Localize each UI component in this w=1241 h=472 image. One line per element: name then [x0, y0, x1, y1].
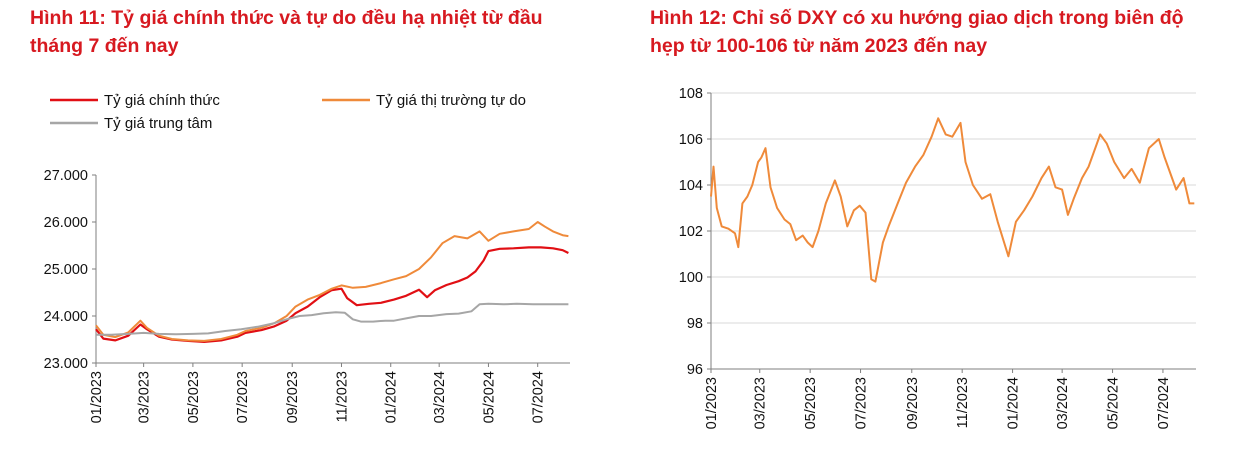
x-tick-label: 07/2024 [1156, 377, 1172, 429]
dxy-figure: Hình 12: Chỉ số DXY có xu hướng giao dịc… [640, 0, 1241, 472]
x-tick-label: 05/2024 [481, 371, 497, 423]
x-tick-label: 05/2023 [186, 371, 202, 423]
y-tick-label: 104 [679, 178, 703, 194]
y-tick-label: 24.000 [44, 309, 88, 325]
y-tick-label: 98 [687, 316, 703, 332]
y-tick-label: 106 [679, 132, 703, 148]
y-tick-label: 100 [679, 270, 703, 286]
legend-label: Tỷ giá chính thức [104, 92, 220, 109]
y-tick-label: 96 [687, 362, 703, 378]
x-tick-label: 09/2023 [905, 377, 921, 429]
y-tick-label: 27.000 [44, 168, 88, 184]
y-tick-label: 108 [679, 86, 703, 102]
series-line [710, 117, 1195, 283]
x-tick-label: 03/2024 [1055, 377, 1071, 429]
exchange-rate-chart-title: Hình 11: Tỷ giá chính thức và tự do đều … [30, 4, 543, 60]
x-tick-label: 03/2023 [137, 371, 153, 423]
y-tick-label: 25.000 [44, 262, 88, 278]
x-tick-label: 01/2023 [89, 371, 105, 423]
dxy-chart-title: Hình 12: Chỉ số DXY có xu hướng giao dịc… [650, 4, 1184, 60]
y-tick-label: 102 [679, 224, 703, 240]
x-tick-label: 01/2023 [704, 377, 720, 429]
x-tick-label: 03/2024 [432, 371, 448, 423]
x-tick-label: 11/2023 [955, 377, 971, 428]
x-tick-label: 01/2024 [1006, 377, 1022, 429]
x-tick-label: 05/2023 [803, 377, 819, 429]
series-line [95, 246, 569, 343]
x-tick-label: 07/2023 [235, 371, 251, 423]
x-tick-label: 01/2024 [384, 371, 400, 423]
exchange-rate-chart: 23.000 24.000 25.000 26.000 27.000 01/2023 03/… [44, 92, 570, 423]
x-tick-label: 07/2023 [854, 377, 870, 429]
series-line [95, 221, 569, 342]
title-line-2: tháng 7 đến nay [30, 35, 179, 57]
dxy-chart: 96 98 100 102 104 106 108 01/2023 03/2023 05/2023… [679, 86, 1196, 429]
x-tick-label: 11/2023 [334, 371, 350, 422]
x-tick-label: 07/2024 [531, 371, 547, 423]
exchange-rate-figure: Hình 11: Tỷ giá chính thức và tự do đều … [0, 0, 620, 472]
series-line [96, 302, 569, 336]
x-tick-label: 05/2024 [1106, 377, 1122, 429]
legend-label: Tỷ giá thị trường tự do [376, 92, 526, 109]
title-line-1: Hình 11: Tỷ giá chính thức và tự do đều … [30, 7, 543, 29]
title-line-2: hẹp từ 100-106 từ năm 2023 đến nay [650, 35, 988, 57]
legend-label: Tỷ giá trung tâm [104, 115, 212, 132]
x-tick-label: 09/2023 [285, 371, 301, 423]
x-tick-label: 03/2023 [753, 377, 769, 429]
title-line-1: Hình 12: Chỉ số DXY có xu hướng giao dịc… [650, 7, 1184, 29]
y-tick-label: 23.000 [44, 356, 88, 372]
y-tick-label: 26.000 [44, 215, 88, 231]
